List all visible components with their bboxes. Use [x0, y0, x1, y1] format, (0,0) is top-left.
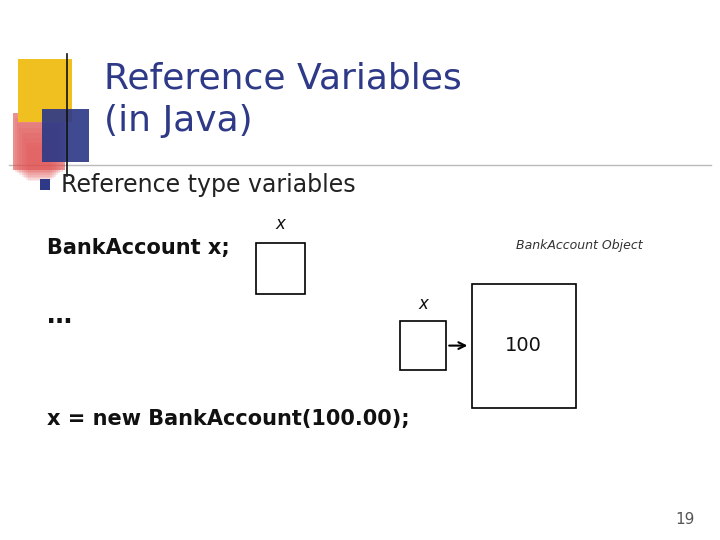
Text: Reference type variables: Reference type variables	[61, 173, 356, 197]
Text: x = new BankAccount(100.00);: x = new BankAccount(100.00);	[47, 408, 410, 429]
Text: (in Java): (in Java)	[104, 105, 253, 138]
Bar	[40, 179, 50, 190]
Bar	[26, 143, 52, 180]
Bar	[13, 113, 65, 170]
Text: x: x	[418, 295, 428, 313]
Text: BankAccount Object: BankAccount Object	[516, 239, 643, 252]
Bar	[28, 147, 50, 181]
Bar	[472, 284, 576, 408]
Text: BankAccount x;: BankAccount x;	[47, 238, 230, 259]
Bar	[13, 113, 65, 170]
Bar	[24, 138, 54, 178]
Bar	[400, 321, 446, 370]
Bar	[18, 59, 72, 122]
Bar	[22, 133, 56, 177]
Bar	[19, 128, 58, 175]
Text: 19: 19	[675, 511, 695, 526]
Bar	[17, 123, 60, 173]
Text: x: x	[275, 215, 285, 233]
Bar	[256, 243, 305, 294]
Bar	[15, 118, 63, 172]
Text: 100: 100	[505, 336, 542, 355]
Bar	[42, 109, 89, 162]
Text: Reference Variables: Reference Variables	[104, 62, 462, 95]
Text: …: …	[47, 304, 72, 328]
